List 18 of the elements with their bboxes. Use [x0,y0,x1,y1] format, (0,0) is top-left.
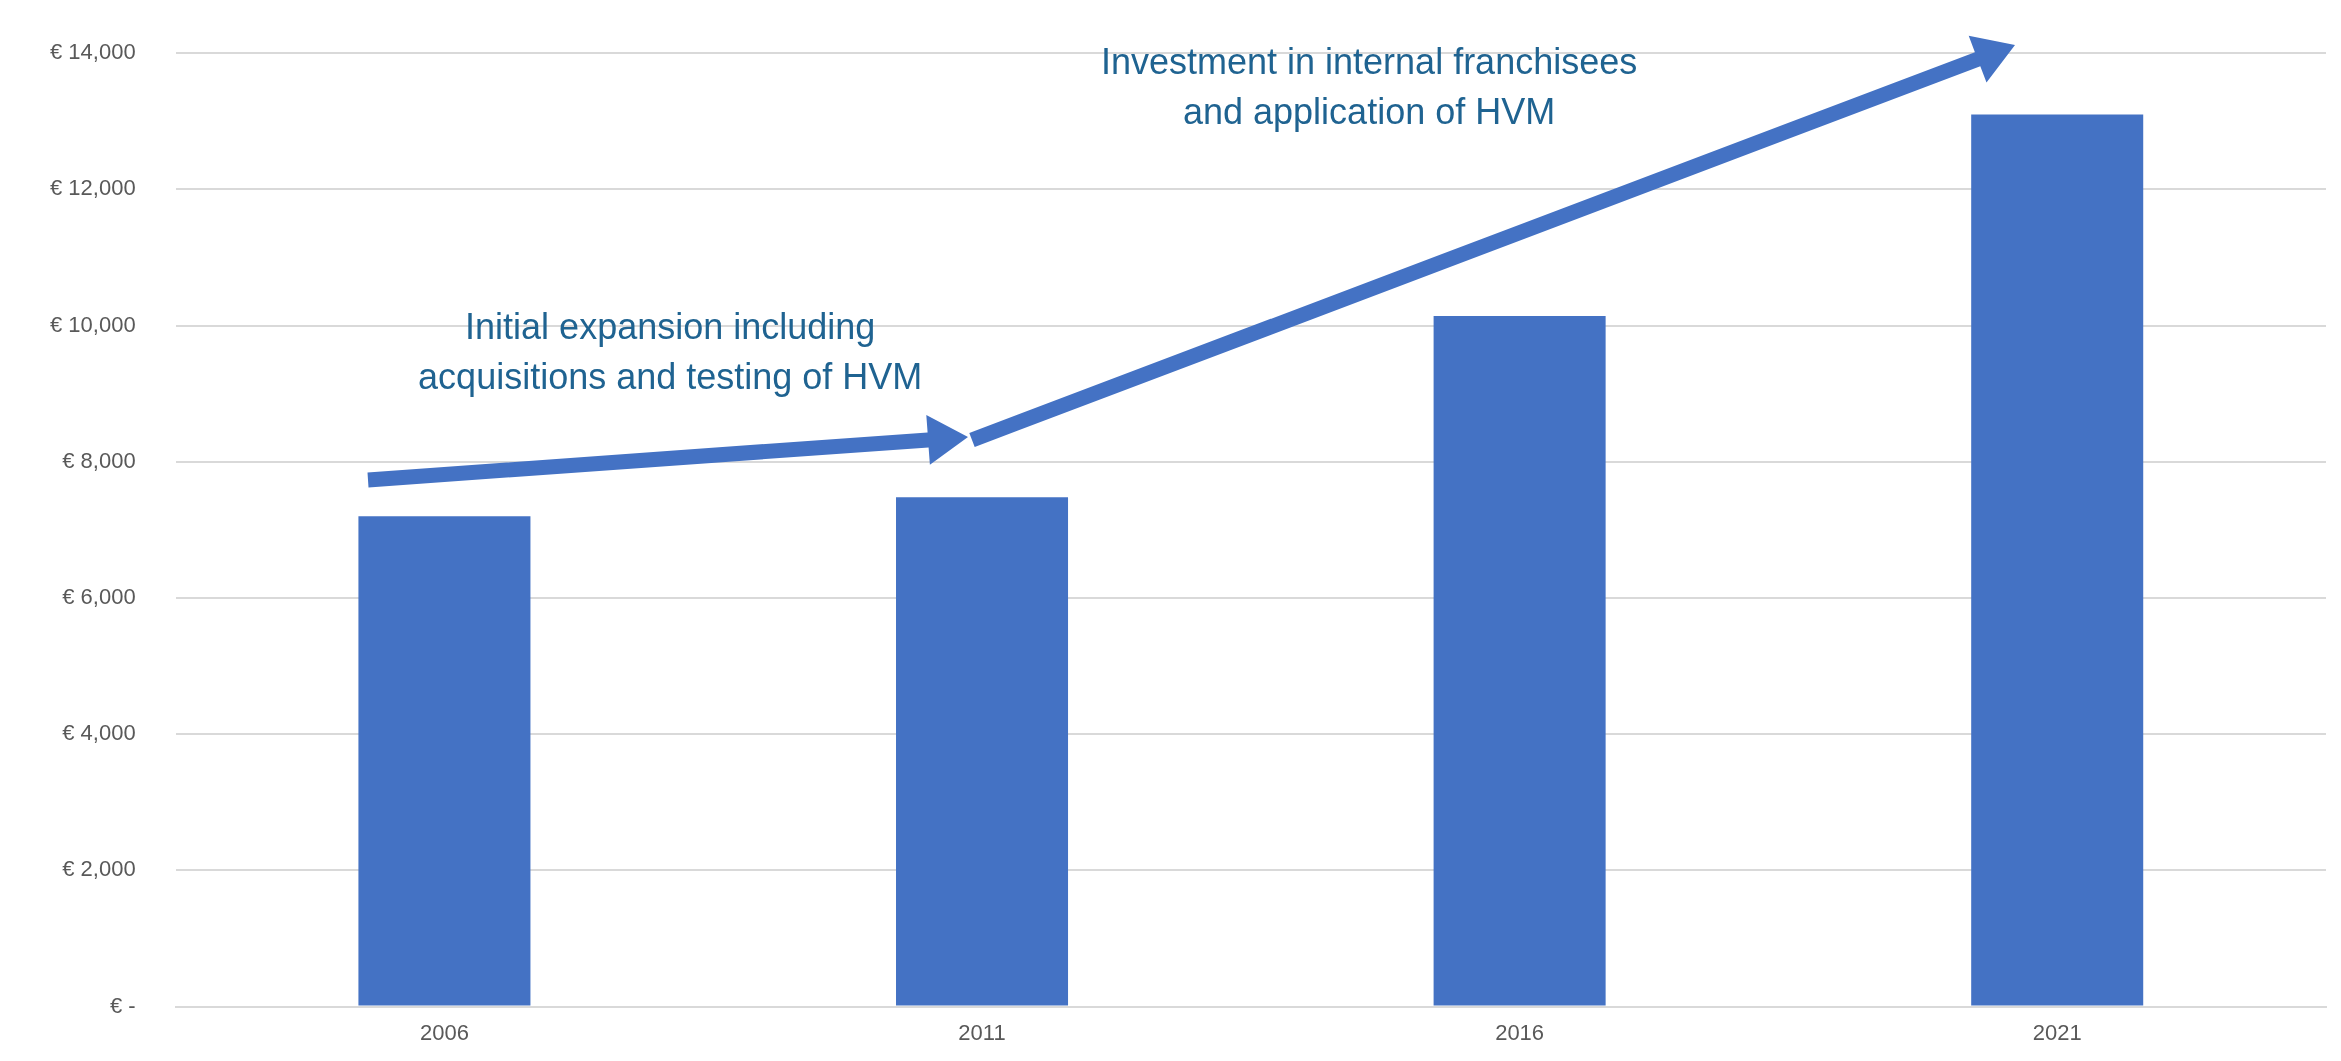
y-tick-label: € 2,000 [62,856,136,882]
annotation: Initial expansion including acquisitions and testing of HVM [418,305,923,397]
y-tick-label: € 12,000 [50,175,136,201]
bar [1433,316,1606,1006]
x-tick-label: 2011 [958,1019,1006,1045]
bar [896,497,1069,1006]
annotation: Investment in internal franchisees and application of HVM [1100,40,1638,132]
y-tick-label: € 8,000 [62,447,136,473]
x-tick-label: 2021 [2032,1019,2082,1045]
y-tick-label: € 4,000 [62,720,136,746]
bar [358,516,531,1006]
y-tick-label: € 14,000 [50,39,136,65]
y-tick-label: € 6,000 [62,584,136,610]
y-tick-label: € 10,000 [50,311,136,337]
y-tick-label: € - [109,992,136,1018]
bar [1971,114,2144,1006]
x-tick-label: 2016 [1495,1019,1545,1045]
x-tick-label: 2006 [419,1019,469,1045]
